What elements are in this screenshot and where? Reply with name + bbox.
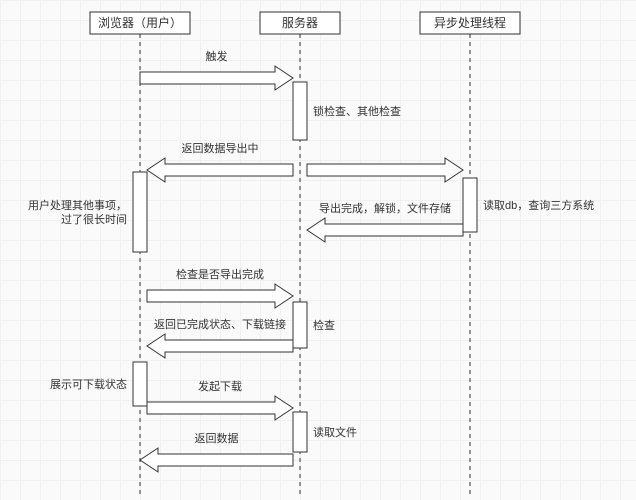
act-server-readfile [293,412,307,452]
act-async-read [463,178,477,232]
msg-check-done [147,284,293,308]
act-async-read-label: 读取db，查询三方系统 [483,198,594,212]
msg-return-ready-label: 返回已完成状态、下载链接 [154,317,286,331]
lane-label-server: 服务器 [282,15,318,30]
act-server-check-label: 检查 [313,318,335,332]
act-browser-wait [133,172,147,252]
act-server-readfile-label: 读取文件 [313,425,357,439]
msg-download [147,396,293,420]
act-browser-ready [133,362,147,406]
msg-async-done [307,218,463,242]
act-browser-wait-label: 用户处理其他事项， [28,198,127,212]
msg-check-done-label: 检查是否导出完成 [176,267,264,281]
msg-return-data [140,448,293,472]
msg-trigger-label: 触发 [206,49,228,63]
lane-label-browser: 浏览器（用户） [98,15,182,30]
msg-async-done-label: 导出完成，解锁，文件存储 [319,201,451,215]
lane-label-async: 异步处理线程 [434,15,506,30]
act-browser-wait-label: 过了很长时间 [61,212,127,226]
msg-export-running [147,158,293,182]
act-server-lockcheck-label: 锁检查、其他检查 [313,104,401,118]
msg-return-data-label: 返回数据 [195,431,239,445]
act-browser-ready-label: 展示可下载状态 [50,377,127,391]
msg-to-async [307,158,463,182]
act-server-lockcheck [293,82,307,140]
msg-download-label: 发起下载 [198,379,242,393]
msg-trigger [140,66,293,90]
sequence-diagram: 浏览器（用户）服务器异步处理线程锁检查、其他检查用户处理其他事项，过了很长时间读… [0,0,636,500]
msg-export-running-label: 返回数据导出中 [182,141,259,155]
act-server-check [293,302,307,348]
msg-return-ready [147,334,293,358]
